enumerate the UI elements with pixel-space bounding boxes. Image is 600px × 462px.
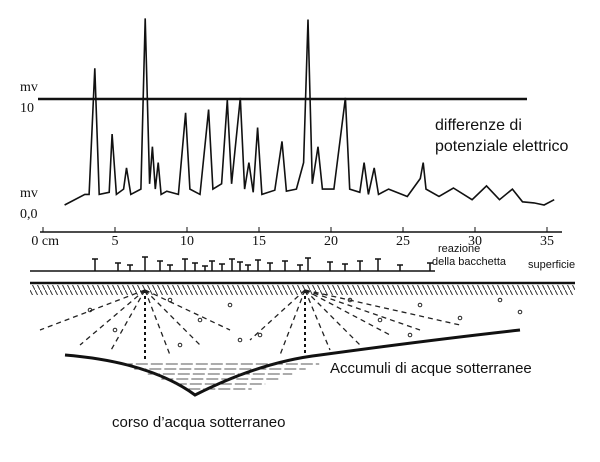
potential-trace — [64, 18, 555, 206]
topsoil — [30, 285, 575, 295]
dashed-ray — [304, 289, 361, 346]
soil-section — [30, 256, 575, 397]
aquifer-label: Accumuli di acque sotterranee — [330, 360, 532, 377]
x-tick-label: 30 — [468, 234, 482, 249]
x-tick-label: 10 — [180, 234, 194, 249]
dashed-ray — [144, 289, 201, 346]
gravel — [457, 315, 463, 321]
gravel — [177, 342, 183, 348]
dashed-ray — [304, 289, 461, 326]
potential-chart: 0 cm 5 10 15 20 25 30 35 0,0 10 — [20, 18, 562, 249]
dashed-ray — [39, 289, 146, 331]
y-tick-label: 0,0 — [20, 207, 38, 222]
gravel — [347, 297, 353, 303]
rod-label: della bacchetta — [432, 256, 507, 268]
gravel — [112, 327, 118, 333]
x-tick-label: 25 — [396, 234, 410, 249]
dashed-ray — [304, 289, 391, 336]
gravel — [517, 309, 523, 315]
surface-label: superficie — [528, 259, 575, 271]
dashed-ray — [79, 289, 146, 346]
gravel — [227, 302, 233, 308]
dashed-ray — [144, 289, 171, 356]
dashed-ray — [304, 289, 331, 351]
dashed-ray — [279, 289, 306, 356]
dashed-ray — [249, 289, 306, 341]
y-unit: mv — [20, 186, 38, 201]
x-tick-label: 5 — [112, 234, 119, 249]
annotation: differenze di — [435, 117, 522, 134]
gravel — [197, 317, 203, 323]
x-tick-label: 35 — [540, 234, 554, 249]
rod-label: reazione — [438, 243, 480, 255]
gravel — [497, 297, 503, 303]
gravel — [237, 337, 243, 343]
gravel — [257, 332, 263, 338]
y-tick-label: 10 — [20, 101, 34, 116]
dashed-ray — [304, 289, 421, 331]
x-tick-label: 0 cm — [31, 234, 59, 249]
dashed-ray — [109, 289, 146, 353]
dashed-ray — [144, 289, 231, 331]
stream-label: corso d’acqua sotterraneo — [112, 414, 285, 431]
gravel — [87, 307, 93, 313]
x-tick-label: 20 — [324, 234, 338, 249]
annotation: potenziale elettrico — [435, 138, 569, 155]
gravel — [167, 297, 173, 303]
x-tick-label: 15 — [252, 234, 266, 249]
y-unit: mv — [20, 80, 38, 95]
gravel — [407, 332, 413, 338]
gravel — [377, 317, 383, 323]
gravel — [417, 302, 423, 308]
